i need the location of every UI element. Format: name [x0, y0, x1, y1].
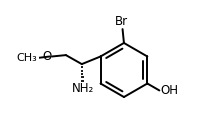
Text: O: O: [42, 50, 52, 63]
Text: OH: OH: [160, 84, 178, 97]
Text: Br: Br: [115, 15, 129, 28]
Text: NH₂: NH₂: [71, 82, 94, 95]
Text: CH₃: CH₃: [17, 53, 37, 63]
